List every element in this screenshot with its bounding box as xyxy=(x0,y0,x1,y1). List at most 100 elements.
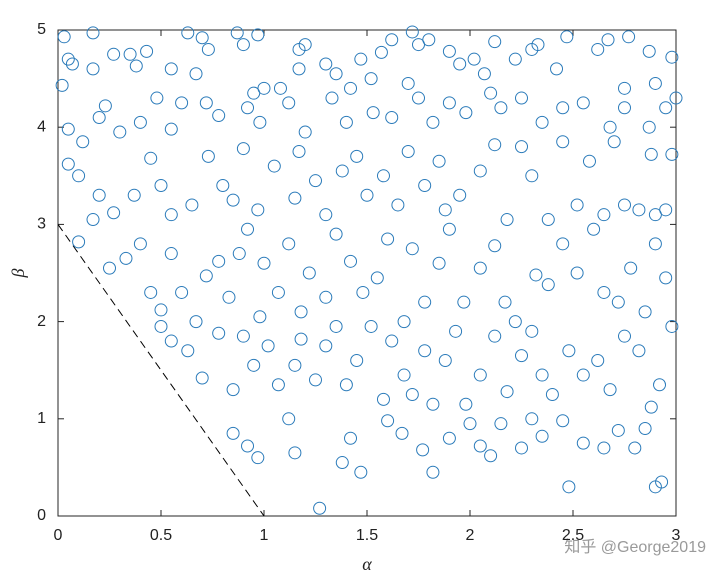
scatter-point xyxy=(442,44,456,58)
scatter-point xyxy=(133,115,147,129)
scatter-point xyxy=(591,42,605,56)
scatter-point xyxy=(659,271,673,285)
scatter-point xyxy=(271,285,285,299)
scatter-point xyxy=(418,179,432,193)
scatter-point xyxy=(329,319,343,333)
scatter-point xyxy=(648,237,662,251)
scatter-point xyxy=(642,44,656,58)
scatter-point xyxy=(632,344,646,358)
scatter-point xyxy=(344,431,358,445)
scatter-point xyxy=(463,417,477,431)
scatter-point xyxy=(339,115,353,129)
scatter-point xyxy=(453,188,467,202)
scatter-point xyxy=(319,208,333,222)
scatter-point xyxy=(98,99,112,113)
scatter-point xyxy=(591,353,605,367)
scatter-point xyxy=(494,417,508,431)
y-axis-label: β xyxy=(8,268,28,278)
scatter-point xyxy=(556,237,570,251)
scatter-point xyxy=(86,62,100,76)
scatter-point xyxy=(562,480,576,494)
x-axis-label: α xyxy=(362,554,372,574)
scatter-point xyxy=(370,271,384,285)
scatter-point xyxy=(442,222,456,236)
scatter-point xyxy=(236,329,250,343)
scatter-point xyxy=(364,72,378,86)
scatter-point xyxy=(587,222,601,236)
scatter-point xyxy=(61,157,75,171)
scatter-point xyxy=(61,52,75,66)
scatter-point xyxy=(271,378,285,392)
scatter-point xyxy=(253,115,267,129)
scatter-point xyxy=(494,101,508,115)
scatter-point xyxy=(257,81,271,95)
scatter-point xyxy=(133,237,147,251)
scatter-point xyxy=(150,91,164,105)
scatter-point xyxy=(366,106,380,120)
y-tick-label: 4 xyxy=(37,118,46,135)
scatter-point xyxy=(576,368,590,382)
scatter-point xyxy=(477,67,491,81)
scatter-point xyxy=(624,261,638,275)
scatter-point xyxy=(107,206,121,220)
scatter-point xyxy=(86,26,100,40)
scatter-point xyxy=(164,122,178,136)
scatter-point xyxy=(292,145,306,158)
scatter-point xyxy=(438,353,452,367)
scatter-point xyxy=(154,303,168,317)
scatter-point xyxy=(201,149,215,163)
x-tick-label: 2 xyxy=(466,527,475,544)
y-tick-label: 3 xyxy=(37,216,46,233)
scatter-point xyxy=(175,96,189,110)
scatter-point xyxy=(292,62,306,76)
scatter-point xyxy=(570,266,584,280)
scatter-point xyxy=(597,441,611,455)
scatter-point xyxy=(302,266,316,280)
scatter-point xyxy=(335,456,349,470)
scatter-point xyxy=(488,138,502,152)
scatter-point xyxy=(556,414,570,428)
scatter-point xyxy=(622,30,636,44)
scatter-point xyxy=(525,169,539,183)
scatter-point xyxy=(488,329,502,343)
scatter-point xyxy=(418,295,432,309)
scatter-point xyxy=(309,373,322,387)
scatter-point xyxy=(129,59,143,73)
scatter-point xyxy=(611,423,625,437)
scatter-point xyxy=(251,28,265,42)
scatter-point xyxy=(140,44,154,58)
scatter-point xyxy=(644,147,658,161)
scatter-point xyxy=(309,174,322,188)
scatter-point xyxy=(72,235,86,249)
scatter-point xyxy=(344,81,358,95)
scatter-point xyxy=(288,191,302,205)
scatter-point xyxy=(642,120,656,134)
scatter-point xyxy=(232,247,246,261)
scatter-point xyxy=(535,368,549,382)
scatter-point xyxy=(459,397,473,411)
scatter-point xyxy=(325,91,339,105)
scatter-point xyxy=(350,149,364,163)
scatter-point xyxy=(127,188,141,202)
scatter-point xyxy=(376,392,390,406)
scatter-point xyxy=(385,334,399,348)
scatter-point xyxy=(405,242,419,256)
scatter-point xyxy=(648,76,662,90)
scatter-point xyxy=(484,449,498,463)
scatter-point xyxy=(391,198,405,212)
scatter-point xyxy=(144,151,158,165)
scatter-point xyxy=(354,465,368,479)
scatter-point xyxy=(282,412,296,426)
scatter-point xyxy=(467,52,481,66)
scatter-point xyxy=(241,439,255,453)
scatter-point xyxy=(669,91,683,105)
scatter-point xyxy=(515,91,528,105)
scatter-point xyxy=(665,50,679,64)
scatter-point xyxy=(401,145,415,158)
scatter-point xyxy=(251,203,265,217)
scatter-point xyxy=(61,122,75,136)
scatter-point xyxy=(607,135,621,149)
scatter-point xyxy=(397,315,411,329)
scatter-point xyxy=(665,319,679,333)
